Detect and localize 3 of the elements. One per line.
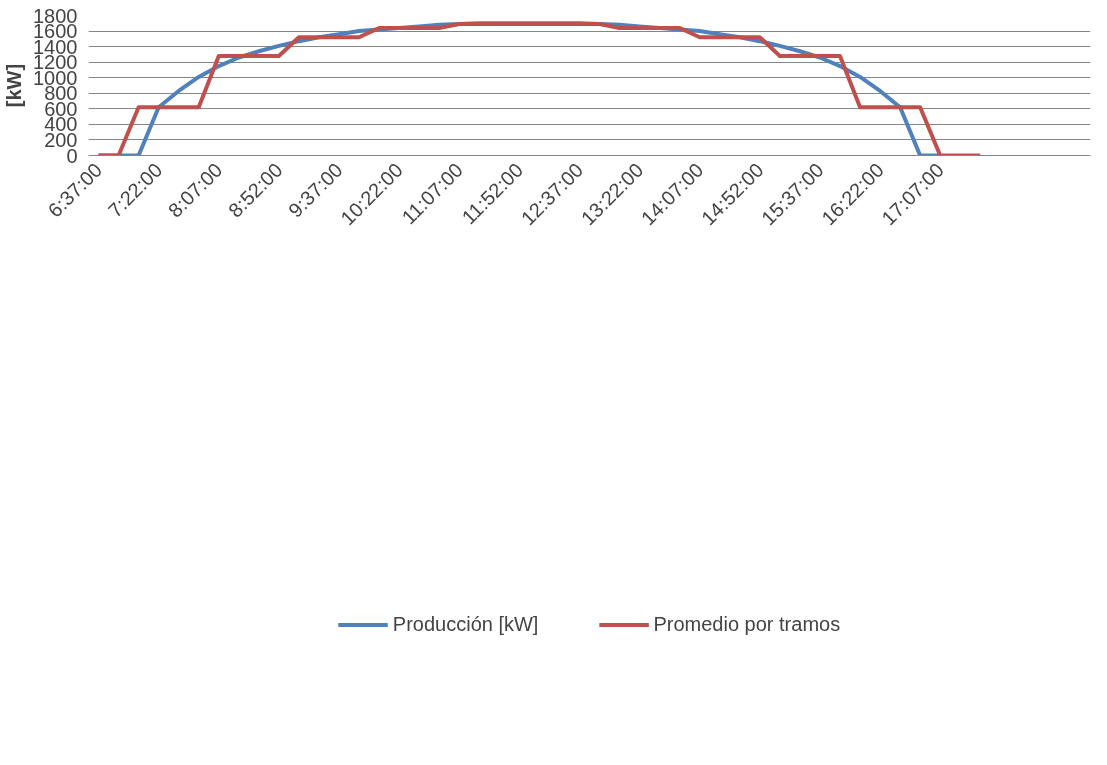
legend-label: Producción [kW]: [392, 612, 539, 636]
legend-label: Promedio por tramos: [653, 612, 841, 636]
y-axis-title: [kW]: [3, 63, 26, 108]
